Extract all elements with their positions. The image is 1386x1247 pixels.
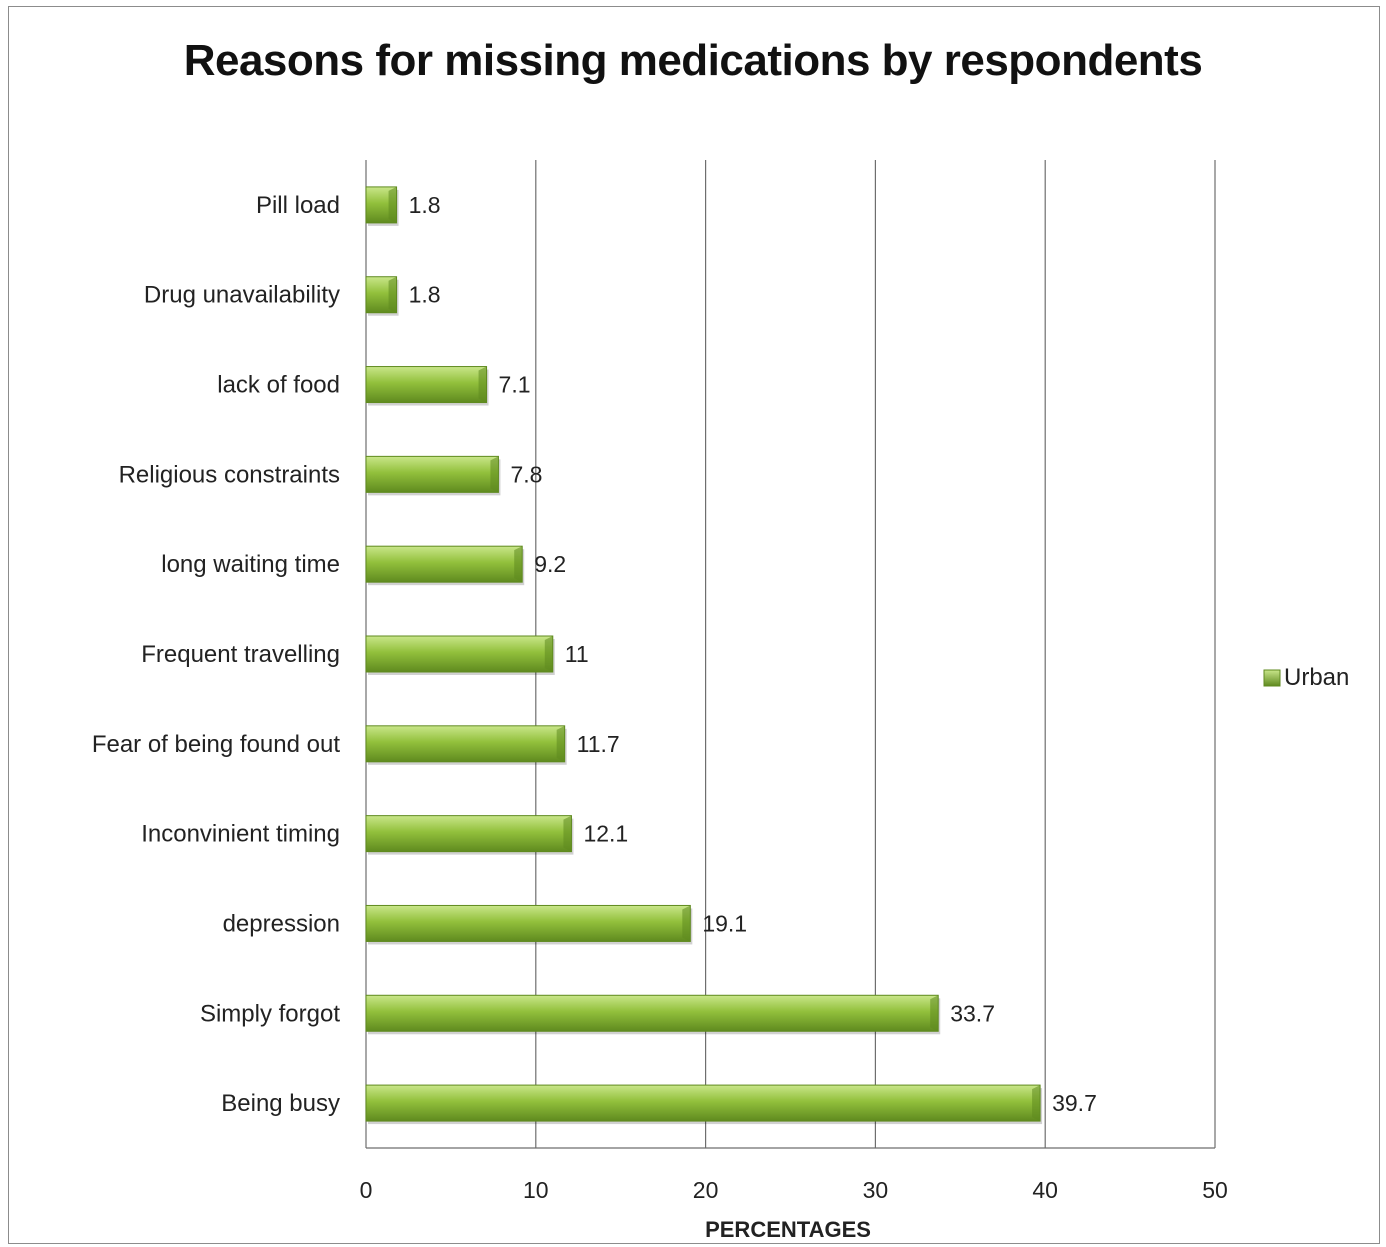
- category-label: Fear of being found out: [92, 731, 341, 758]
- bar-end-cap: [478, 366, 487, 403]
- category-label: Inconvinient timing: [141, 821, 340, 848]
- bar-end-cap: [556, 725, 565, 762]
- value-label: 1.8: [409, 282, 441, 308]
- value-label: 19.1: [702, 910, 747, 936]
- legend-label-urban: Urban: [1284, 664, 1349, 691]
- value-label: 1.8: [409, 192, 441, 218]
- legend: Urban: [1263, 664, 1349, 691]
- bar-end-cap: [514, 546, 523, 583]
- value-label: 9.2: [534, 551, 566, 577]
- x-tick-label: 0: [360, 1177, 373, 1203]
- bar: [365, 366, 488, 404]
- value-label: 39.7: [1052, 1090, 1097, 1116]
- bar: [365, 545, 523, 583]
- value-label: 33.7: [950, 1000, 995, 1026]
- bar-end-cap: [563, 815, 572, 852]
- bar: [365, 455, 499, 493]
- category-label: Being busy: [221, 1090, 340, 1117]
- bar: [365, 635, 554, 673]
- bar: [365, 904, 691, 942]
- category-label: Drug unavailability: [144, 282, 340, 309]
- category-label: Religious constraints: [119, 461, 340, 488]
- gridlines: [365, 160, 1216, 1149]
- x-axis-title: PERCENTAGES: [705, 1217, 871, 1242]
- x-tick-label: 30: [863, 1177, 889, 1203]
- bar-end-cap: [682, 905, 691, 942]
- value-label: 11: [565, 641, 589, 667]
- x-tick-label: 20: [693, 1177, 719, 1203]
- category-label: Frequent travelling: [141, 641, 340, 668]
- value-label: 12.1: [583, 821, 628, 847]
- bar-end-cap: [388, 276, 397, 313]
- value-label: 7.8: [510, 461, 542, 487]
- bar: [365, 725, 566, 763]
- value-label: 11.7: [577, 731, 620, 757]
- bar-end-cap: [930, 995, 939, 1032]
- bar-end-cap: [388, 186, 397, 223]
- labels: 0 10 20 30 40 50 Pill load 1.8 Drug unavailabili…: [92, 192, 1228, 1203]
- x-tick-label: 40: [1032, 1177, 1058, 1203]
- chart-frame: [8, 6, 1380, 1244]
- chart-title: Reasons for missing medications by respo…: [183, 36, 1203, 85]
- bars: [365, 186, 1043, 1125]
- bar: [365, 815, 572, 853]
- category-label: lack of food: [217, 372, 340, 399]
- category-label: depression: [223, 910, 340, 937]
- bar-end-cap: [490, 456, 499, 493]
- category-label: long waiting time: [161, 551, 340, 578]
- value-label: 7.1: [499, 372, 531, 398]
- x-tick-label: 10: [523, 1177, 549, 1203]
- bar: [365, 1084, 1041, 1122]
- category-label: Pill load: [256, 192, 340, 219]
- x-tick-label: 50: [1202, 1177, 1228, 1203]
- bar-end-cap: [1032, 1085, 1041, 1122]
- category-label: Simply forgot: [200, 1000, 340, 1027]
- legend-swatch-urban: [1263, 669, 1281, 687]
- bar-end-cap: [544, 636, 553, 672]
- bar: [365, 994, 939, 1032]
